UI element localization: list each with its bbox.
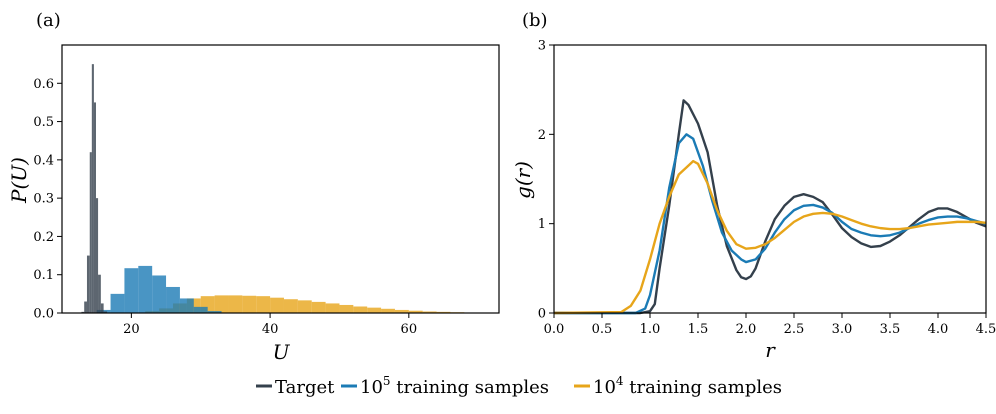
hist-bar-series0-9: [270, 297, 284, 313]
hist-bar-series0-18: [394, 309, 409, 313]
y-axis-label-b: g(r): [511, 161, 535, 199]
hist-bar-series0-17: [381, 308, 395, 313]
hist-bar-series0-13: [325, 303, 340, 313]
x-tick-label-a: 40: [262, 322, 279, 337]
y-tick-label-b: 0: [538, 307, 546, 322]
hist-bar-series1-4: [152, 275, 167, 313]
hist-bar-series1-1: [110, 293, 125, 313]
y-tick-label-b: 3: [538, 39, 546, 54]
hist-bar-series0-14: [339, 304, 354, 313]
hist-bar-series2-3: [89, 152, 92, 313]
x-tick-label-b: 1.0: [640, 322, 661, 337]
hist-bar-series1-6: [179, 298, 194, 313]
panel-a: (a) 20 40 60 0.0 0.1 0.2 0.3 0.4 0.5 0.6 U P(U): [7, 10, 500, 364]
hist-bar-series2-7: [98, 274, 101, 313]
y-axis-label-a: P(U): [7, 157, 31, 204]
line-series-2: [553, 159, 987, 315]
x-tick-label-b: 1.5: [688, 322, 709, 337]
x-tick-label-a: 60: [401, 322, 418, 337]
hist-bar-series1-5: [166, 286, 180, 313]
y-tick-label-a: 0.4: [33, 153, 54, 168]
hist-bar-series2-4: [91, 64, 94, 314]
legend-label-target: Target: [275, 377, 335, 398]
hist-bar-series0-8: [256, 296, 271, 313]
ticks-a: 20 40 60 0.0 0.1 0.2 0.3 0.4 0.5 0.6: [33, 77, 417, 337]
panel-label-b: (b): [522, 10, 548, 31]
y-tick-label-a: 0.2: [33, 230, 54, 245]
ticks-b: 0.0 0.5 1.0 1.5 2.0 2.5 3.0 3.5 4.0 4.5 0 1 2 3: [538, 39, 996, 338]
histogram-bars: [81, 64, 479, 314]
panel-b: (b) 0.0 0.5 1.0 1.5 2.0 2.5 3.0 3.5 4.0 4.5 0 1 2 3 r…: [511, 10, 996, 362]
x-tick-label-b: 4.0: [928, 322, 949, 337]
hist-bar-series1-3: [138, 265, 153, 313]
hist-bar-series0-10: [283, 299, 298, 313]
x-tick-label-b: 0.5: [592, 322, 613, 337]
hist-bar-series1-8: [207, 311, 222, 313]
x-axis-label-b: r: [765, 338, 776, 362]
hist-bar-series0-15: [353, 306, 368, 313]
y-tick-label-a: 0.0: [33, 307, 54, 322]
panel-label-a: (a): [36, 10, 61, 31]
hist-bar-series2-9: [103, 311, 108, 313]
hist-bar-series0-6: [228, 295, 243, 313]
y-tick-label-b: 2: [538, 128, 546, 143]
x-axis-label-a: U: [273, 340, 291, 364]
y-tick-label-a: 0.6: [33, 77, 54, 92]
x-tick-label-b: 3.0: [832, 322, 853, 337]
hist-bar-series2-5: [93, 102, 96, 313]
hist-bar-series0-11: [297, 300, 312, 313]
line-series-0: [554, 99, 987, 315]
x-tick-label-b: 0.0: [544, 322, 565, 337]
hist-bar-series0-16: [367, 307, 382, 313]
axes-frame-a: [61, 44, 500, 314]
x-tick-label-b: 4.5: [976, 322, 996, 337]
y-tick-label-a: 0.5: [33, 115, 54, 130]
hist-bar-series2-8: [100, 303, 104, 313]
hist-bar-series1-2: [124, 268, 139, 313]
hist-bar-series0-5: [214, 295, 229, 313]
hist-bar-series0-7: [242, 295, 257, 313]
hist-bar-series0-19: [408, 310, 423, 313]
hist-bar-series2-6: [95, 198, 99, 313]
hist-bar-series0-20: [422, 311, 437, 313]
x-tick-label-b: 3.5: [880, 322, 901, 337]
x-tick-label-b: 2.0: [736, 322, 757, 337]
x-tick-label-b: 2.5: [784, 322, 805, 337]
hist-bar-series2-2: [86, 255, 90, 313]
y-tick-label-b: 1: [538, 217, 546, 232]
hist-bar-series2-1: [84, 301, 87, 313]
legend: Target 105 training samples 104 training…: [256, 374, 782, 398]
x-tick-label-a: 20: [123, 322, 140, 337]
hist-bar-series1-7: [193, 306, 208, 313]
rdf-lines: [553, 99, 987, 315]
line-series-1: [554, 133, 987, 315]
hist-bar-series0-12: [311, 301, 326, 313]
axes-frame-b: [553, 44, 987, 314]
y-tick-label-a: 0.3: [33, 192, 54, 207]
legend-label-1e4: 104 training samples: [593, 374, 782, 398]
legend-label-1e5: 105 training samples: [360, 374, 549, 398]
y-tick-label-a: 0.1: [33, 268, 54, 283]
